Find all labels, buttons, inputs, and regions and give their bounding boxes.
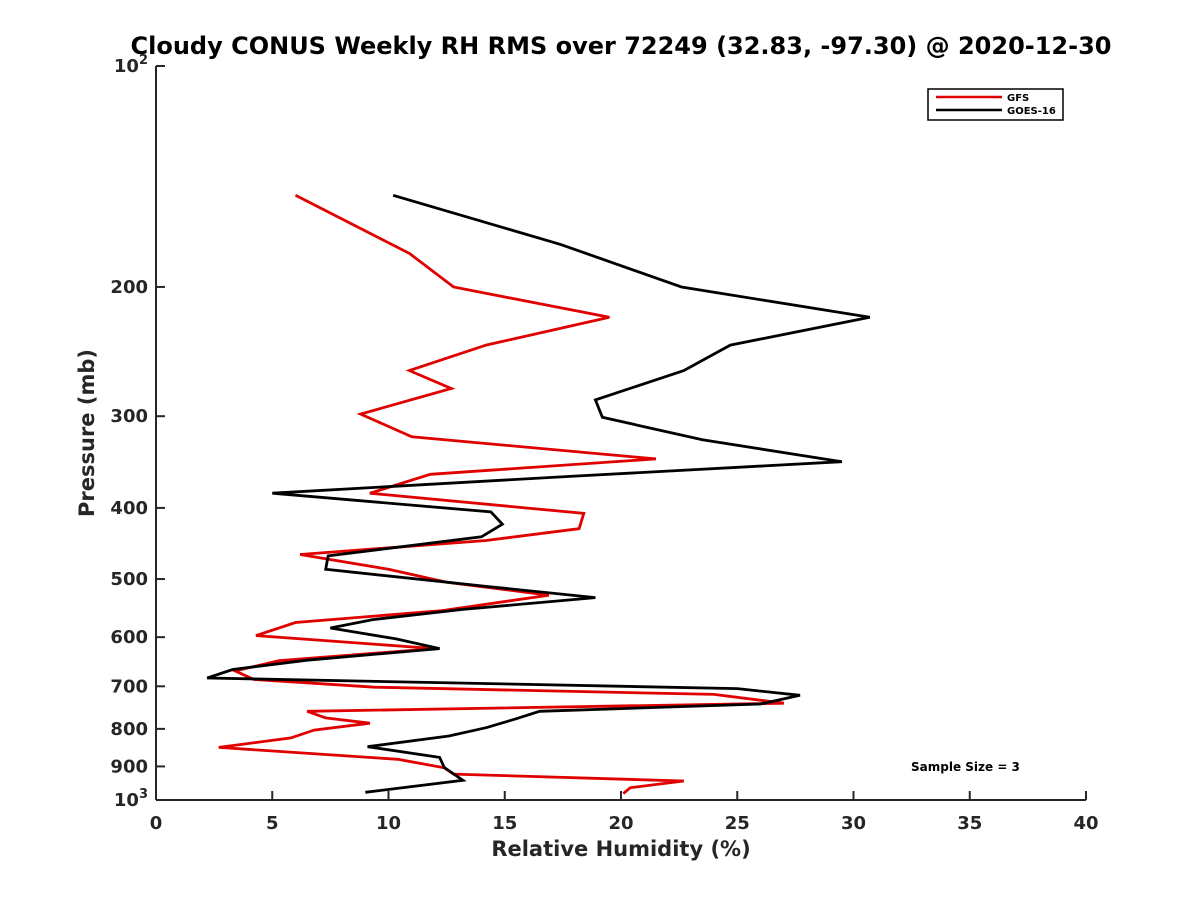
- sample-size-annotation: Sample Size = 3: [911, 760, 1020, 774]
- y-tick-label: 900: [110, 756, 148, 777]
- legend-label-gfs: GFS: [1007, 93, 1029, 104]
- y-axis-ticks: 102 200 300 400 500 600 700 800 900 103: [110, 53, 165, 811]
- y-tick-label: 800: [110, 719, 148, 740]
- plot-area: [155, 66, 1086, 801]
- y-tick-label: 700: [110, 676, 148, 697]
- x-tick-label: 30: [841, 813, 866, 834]
- x-tick-label: 0: [150, 813, 163, 834]
- y-tick-label: 400: [110, 498, 148, 519]
- series-line-gfs: [218, 194, 784, 795]
- x-axis-ticks: 0 5 10 15 20 25 30 35 40: [150, 791, 1099, 834]
- y-tick-label: 102: [114, 53, 148, 77]
- legend: GFS GOES-16: [927, 88, 1064, 121]
- series-line-goes16: [206, 193, 871, 794]
- legend-box: [927, 88, 1064, 121]
- chart-title: Cloudy CONUS Weekly RH RMS over 72249 (3…: [131, 32, 1112, 60]
- x-tick-label: 10: [376, 813, 401, 834]
- y-tick-label: 103: [114, 787, 148, 811]
- y-axis-label: Pressure (mb): [75, 349, 99, 517]
- series-lines: [206, 193, 871, 795]
- x-tick-label: 15: [492, 813, 517, 834]
- y-tick-label: 500: [110, 569, 148, 590]
- y-tick-label: 300: [110, 406, 148, 427]
- x-axis-label: Relative Humidity (%): [491, 837, 750, 861]
- legend-label-goes16: GOES-16: [1007, 106, 1056, 117]
- y-tick-label: 200: [110, 277, 148, 298]
- x-tick-label: 25: [725, 813, 750, 834]
- x-tick-label: 20: [608, 813, 633, 834]
- y-tick-label: 600: [110, 627, 148, 648]
- x-tick-label: 35: [957, 813, 982, 834]
- x-tick-label: 5: [266, 813, 279, 834]
- x-tick-label: 40: [1073, 813, 1098, 834]
